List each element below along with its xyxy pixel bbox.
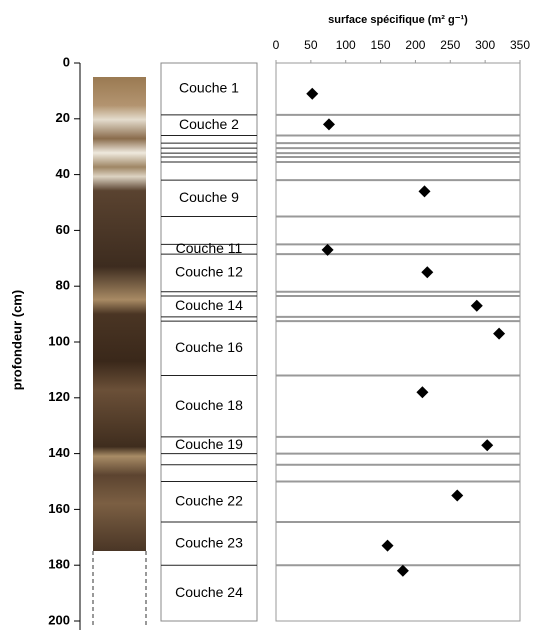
layer-label: Couche 16 xyxy=(175,339,243,355)
y-tick-label: 40 xyxy=(56,166,70,181)
y-tick-label: 180 xyxy=(48,557,70,572)
y-tick-label: 120 xyxy=(48,389,70,404)
y-tick-label: 160 xyxy=(48,501,70,516)
layer-label: Couche 23 xyxy=(175,534,243,550)
plot-frame xyxy=(275,62,521,622)
layer-label: Couche 12 xyxy=(175,264,243,280)
x-tick-label: 50 xyxy=(304,38,318,52)
x-tick-label: 350 xyxy=(510,38,530,52)
y-axis-title: profondeur (cm) xyxy=(9,290,24,390)
y-tick-label: 100 xyxy=(48,333,70,348)
layer-label: Couche 22 xyxy=(175,492,243,508)
data-point xyxy=(306,87,319,100)
layer-label: Couche 11 xyxy=(176,240,243,256)
y-tick-label: 0 xyxy=(63,54,70,69)
data-point xyxy=(493,327,506,340)
data-point xyxy=(451,489,464,502)
data-point xyxy=(418,185,431,198)
layer-column xyxy=(160,62,258,622)
layer-label: Couche 19 xyxy=(175,436,243,452)
y-tick-label: 80 xyxy=(56,278,70,293)
data-point xyxy=(470,299,483,312)
data-point xyxy=(321,243,334,256)
layer-label: Couche 18 xyxy=(175,397,243,413)
layer-label: Couche 1 xyxy=(179,80,239,96)
layer-label: Couche 24 xyxy=(175,584,243,600)
data-point xyxy=(396,564,409,577)
x-tick-label: 100 xyxy=(336,38,356,52)
x-tick-label: 150 xyxy=(371,38,391,52)
data-point xyxy=(416,386,429,399)
x-axis-title: surface spécifique (m² g⁻¹) xyxy=(328,14,468,26)
x-tick-label: 300 xyxy=(475,38,495,52)
data-point xyxy=(322,118,335,131)
core-photo xyxy=(93,77,146,551)
layer-label: Couche 9 xyxy=(179,189,239,205)
layer-label: Couche 14 xyxy=(175,297,243,313)
x-tick-label: 250 xyxy=(440,38,460,52)
x-tick-label: 200 xyxy=(405,38,425,52)
data-point xyxy=(381,539,394,552)
x-tick-label: 0 xyxy=(273,38,280,52)
y-tick-label: 140 xyxy=(48,445,70,460)
data-point xyxy=(481,439,494,452)
layer-label: Couche 2 xyxy=(179,116,239,132)
y-tick-label: 200 xyxy=(48,612,70,627)
y-tick-label: 20 xyxy=(56,110,70,125)
y-tick-label: 60 xyxy=(56,222,70,237)
data-point xyxy=(421,266,434,279)
